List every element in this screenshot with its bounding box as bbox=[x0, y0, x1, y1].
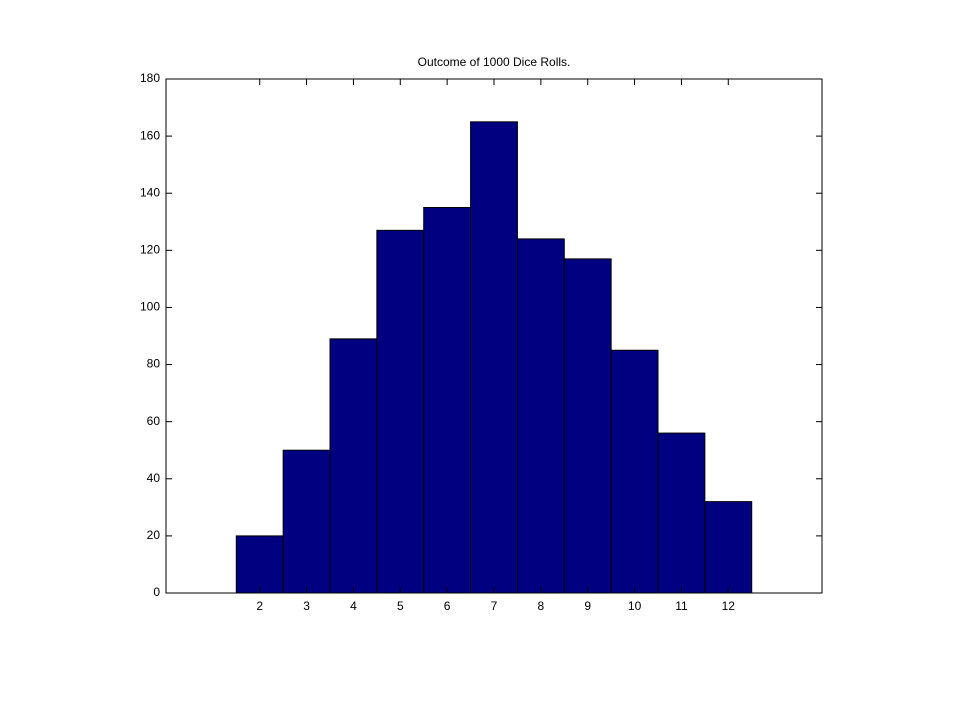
x-tick-label: 6 bbox=[444, 599, 451, 613]
y-tick-label: 40 bbox=[147, 471, 161, 485]
x-tick-label: 8 bbox=[538, 599, 545, 613]
y-tick-label: 20 bbox=[147, 528, 161, 542]
chart-title: Outcome of 1000 Dice Rolls. bbox=[418, 55, 571, 69]
x-tick-label: 2 bbox=[256, 599, 263, 613]
y-tick-label: 160 bbox=[140, 128, 160, 142]
x-tick-label: 7 bbox=[491, 599, 498, 613]
bar bbox=[704, 501, 753, 594]
bar bbox=[657, 432, 706, 594]
y-tick-label: 100 bbox=[140, 300, 160, 314]
bar bbox=[376, 229, 425, 594]
x-tick-label: 10 bbox=[628, 599, 642, 613]
bar bbox=[329, 338, 378, 594]
bar bbox=[470, 121, 518, 594]
bar bbox=[610, 349, 659, 594]
y-tick-label: 80 bbox=[147, 357, 161, 371]
x-tick-label: 4 bbox=[350, 599, 357, 613]
x-tick-label: 11 bbox=[675, 599, 688, 613]
y-tick-label: 140 bbox=[140, 185, 160, 199]
x-tick-label: 9 bbox=[584, 599, 591, 613]
x-tick-label: 12 bbox=[722, 599, 736, 613]
x-tick-label: 5 bbox=[397, 599, 404, 613]
bar bbox=[282, 449, 331, 594]
y-tick-label: 120 bbox=[140, 243, 160, 257]
bar bbox=[423, 207, 472, 594]
bar bbox=[235, 535, 284, 594]
y-tick-label: 0 bbox=[153, 585, 160, 599]
x-tick-label: 3 bbox=[303, 599, 310, 613]
y-tick-label: 60 bbox=[147, 414, 161, 428]
bar bbox=[516, 238, 565, 594]
bar bbox=[563, 258, 612, 594]
y-tick-label: 180 bbox=[140, 71, 160, 85]
